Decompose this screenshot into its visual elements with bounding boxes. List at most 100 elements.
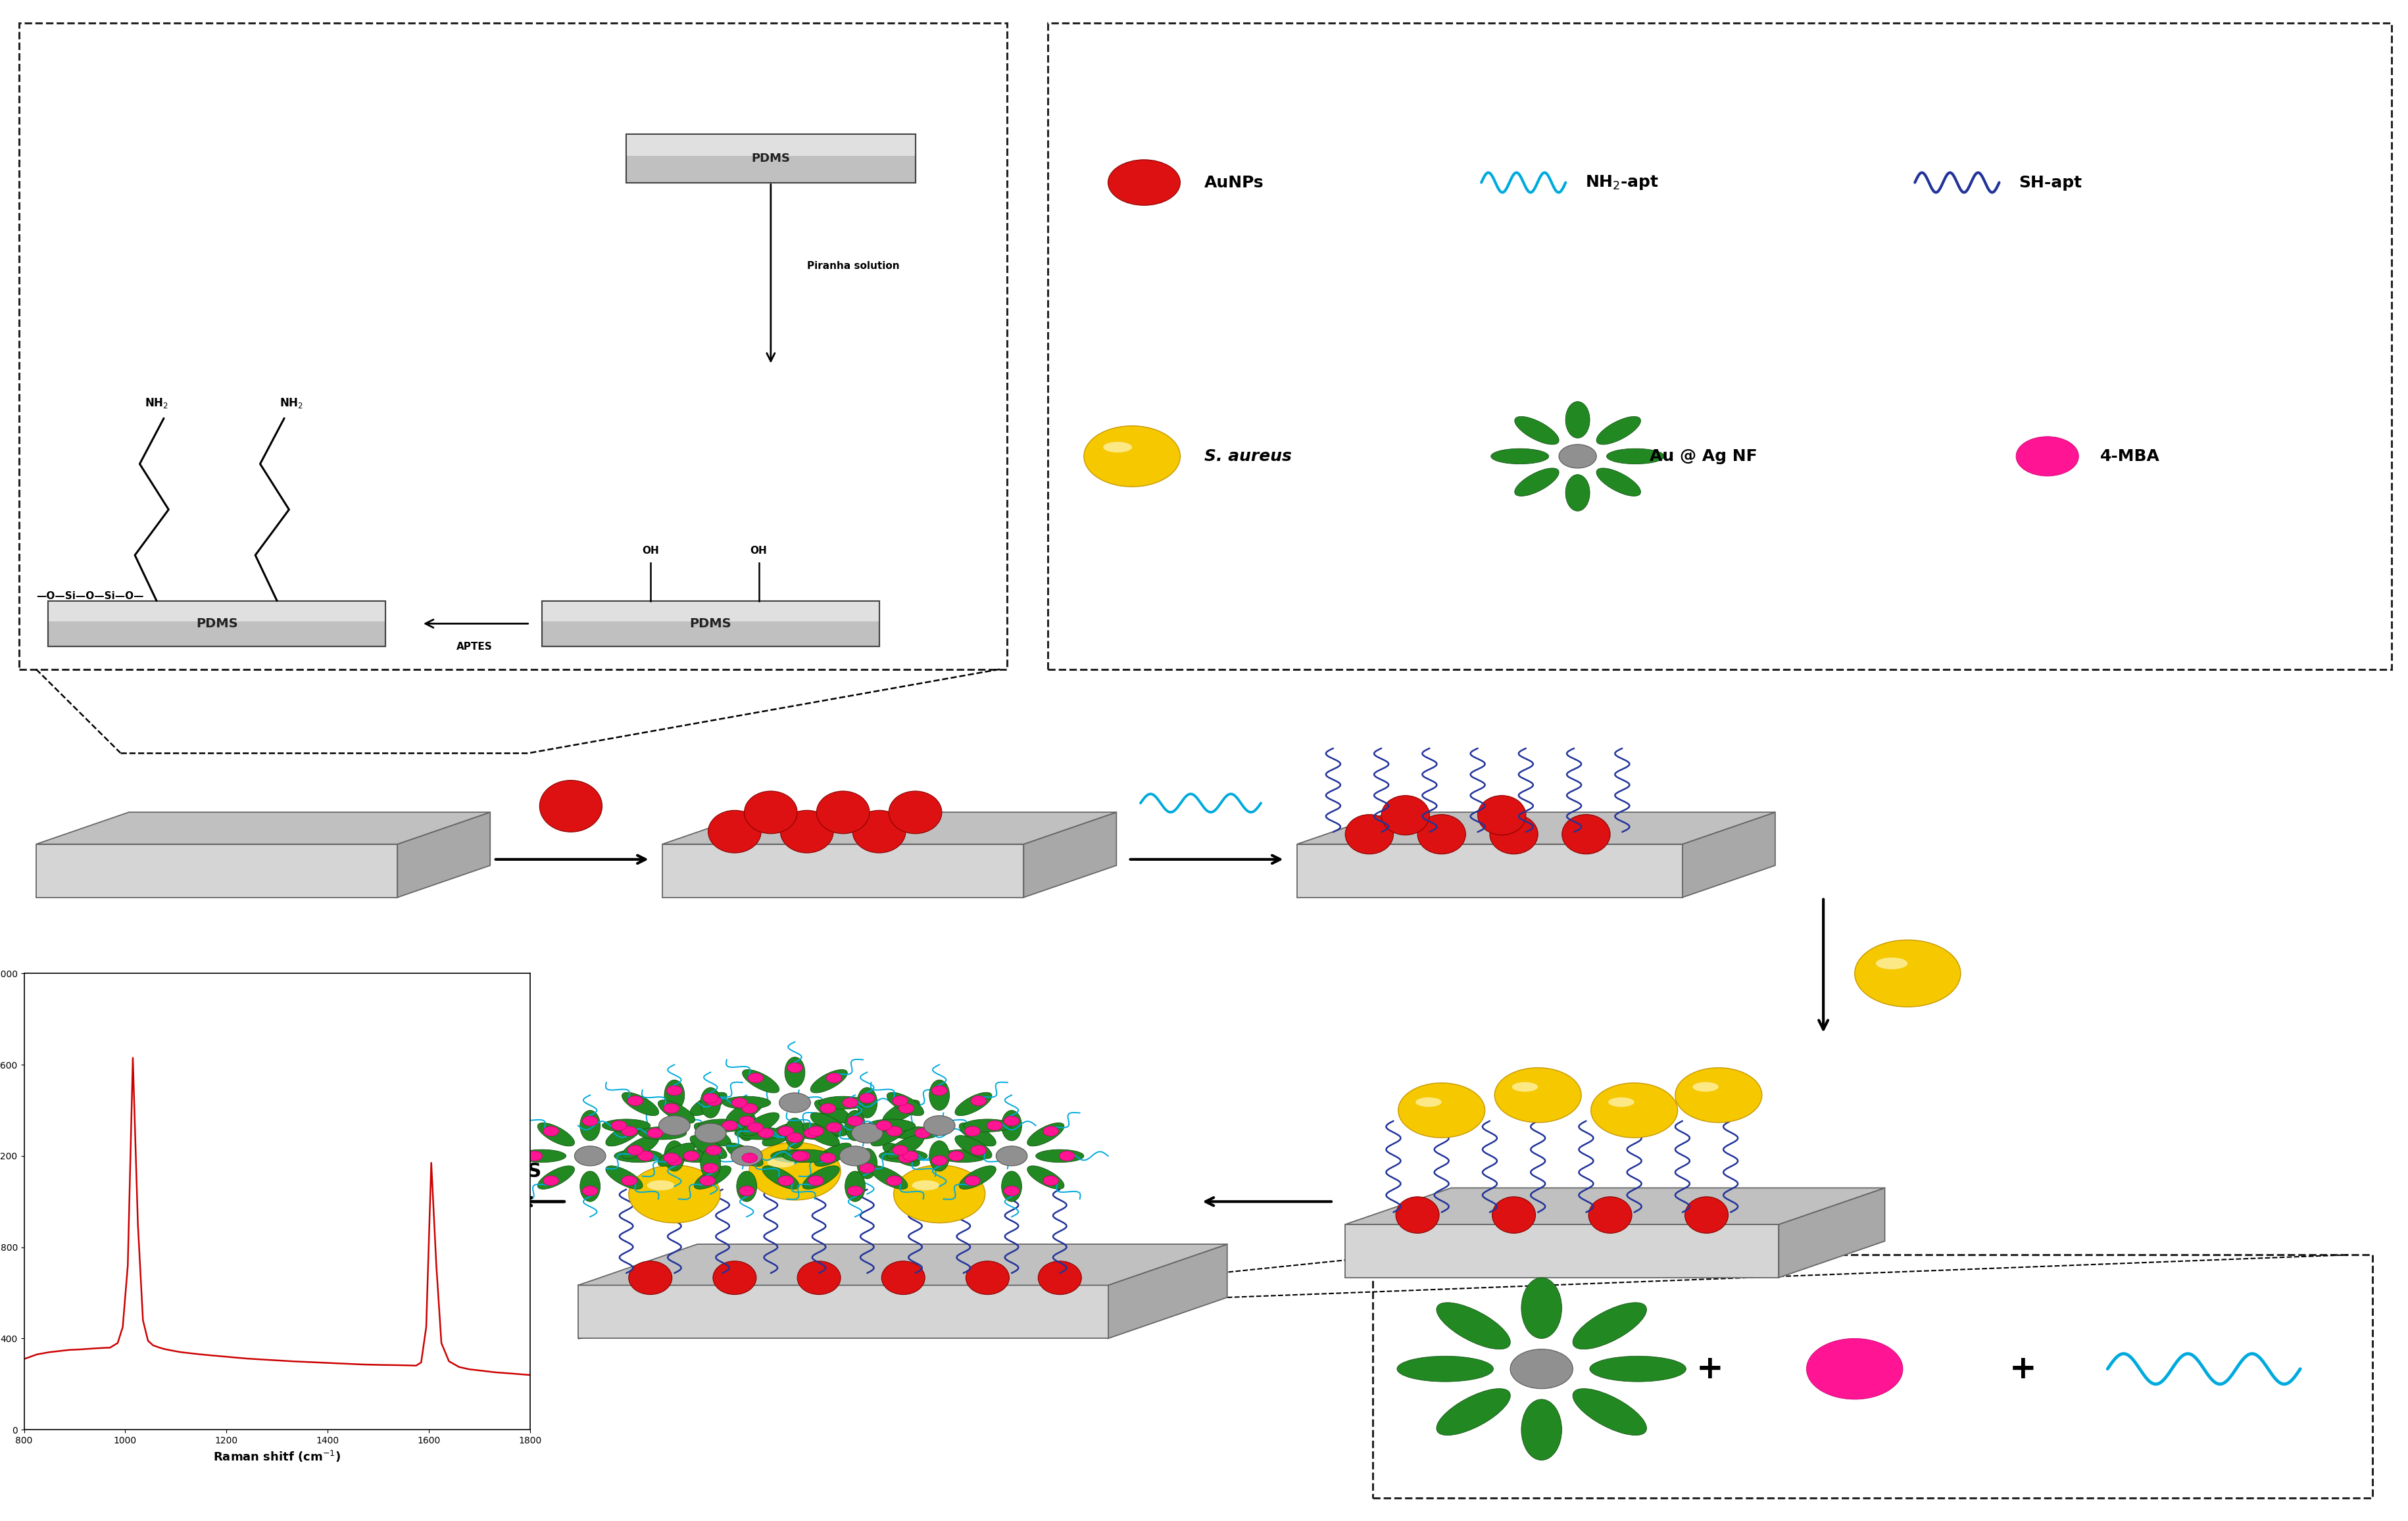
- Ellipse shape: [840, 1147, 872, 1165]
- Ellipse shape: [2015, 437, 2078, 476]
- Ellipse shape: [621, 1135, 660, 1159]
- Ellipse shape: [604, 1165, 643, 1189]
- Ellipse shape: [852, 1122, 884, 1144]
- Ellipse shape: [783, 1150, 831, 1162]
- Ellipse shape: [932, 1156, 946, 1165]
- Text: Piranha solution: Piranha solution: [807, 262, 898, 271]
- Text: NH$_2$-apt: NH$_2$-apt: [1584, 173, 1659, 192]
- Ellipse shape: [922, 1116, 954, 1135]
- Ellipse shape: [809, 1176, 824, 1185]
- Ellipse shape: [954, 1092, 992, 1116]
- Ellipse shape: [761, 1122, 799, 1147]
- Bar: [542, 601, 879, 646]
- Ellipse shape: [701, 1148, 720, 1179]
- Ellipse shape: [857, 1088, 877, 1118]
- Ellipse shape: [1394, 1197, 1438, 1234]
- Ellipse shape: [602, 1119, 650, 1132]
- Ellipse shape: [966, 1176, 980, 1185]
- Ellipse shape: [929, 1141, 949, 1171]
- Ellipse shape: [966, 1261, 1009, 1294]
- Ellipse shape: [1103, 443, 1132, 453]
- Ellipse shape: [628, 1261, 672, 1294]
- Ellipse shape: [795, 1151, 809, 1161]
- Ellipse shape: [706, 1097, 720, 1106]
- Ellipse shape: [749, 1122, 763, 1132]
- Ellipse shape: [1026, 1122, 1064, 1147]
- Text: +: +: [1695, 1354, 1724, 1384]
- Ellipse shape: [852, 811, 905, 853]
- Ellipse shape: [778, 1092, 809, 1113]
- Polygon shape: [1296, 844, 1681, 897]
- Ellipse shape: [1522, 1399, 1560, 1460]
- Bar: [626, 134, 915, 183]
- Ellipse shape: [1479, 795, 1527, 835]
- Ellipse shape: [778, 1127, 792, 1136]
- Ellipse shape: [891, 1127, 939, 1139]
- Ellipse shape: [1002, 1110, 1021, 1141]
- Ellipse shape: [898, 1104, 913, 1113]
- Ellipse shape: [1515, 417, 1558, 444]
- Ellipse shape: [903, 1151, 917, 1161]
- Ellipse shape: [780, 811, 833, 853]
- Polygon shape: [1777, 1188, 1885, 1278]
- Ellipse shape: [881, 1261, 925, 1294]
- Ellipse shape: [1002, 1171, 1021, 1202]
- Ellipse shape: [621, 1092, 660, 1116]
- Ellipse shape: [1565, 402, 1589, 438]
- Ellipse shape: [802, 1122, 840, 1147]
- Ellipse shape: [845, 1171, 864, 1202]
- Ellipse shape: [949, 1151, 963, 1161]
- Ellipse shape: [987, 1121, 1002, 1130]
- Polygon shape: [1344, 1188, 1885, 1224]
- Ellipse shape: [792, 1151, 807, 1161]
- Ellipse shape: [848, 1186, 862, 1196]
- Text: OH: OH: [749, 546, 768, 555]
- Text: NH$_2$: NH$_2$: [279, 397, 303, 409]
- Ellipse shape: [694, 1165, 732, 1189]
- Bar: [542, 601, 879, 646]
- Ellipse shape: [665, 1104, 679, 1113]
- Ellipse shape: [1565, 475, 1589, 511]
- Ellipse shape: [701, 1127, 715, 1136]
- Ellipse shape: [739, 1186, 754, 1196]
- Ellipse shape: [1597, 468, 1640, 496]
- Ellipse shape: [665, 1153, 679, 1162]
- Ellipse shape: [809, 1069, 848, 1094]
- Bar: [1047, 23, 2391, 669]
- Bar: [19, 23, 1007, 669]
- Ellipse shape: [1512, 1081, 1539, 1092]
- Ellipse shape: [958, 1122, 997, 1147]
- Ellipse shape: [795, 1127, 843, 1139]
- Ellipse shape: [814, 1142, 852, 1167]
- Ellipse shape: [732, 1098, 746, 1107]
- Ellipse shape: [857, 1148, 877, 1179]
- Ellipse shape: [898, 1153, 913, 1162]
- Ellipse shape: [877, 1121, 891, 1130]
- Ellipse shape: [1493, 1068, 1580, 1122]
- Ellipse shape: [580, 1110, 600, 1141]
- Ellipse shape: [860, 1164, 874, 1173]
- Ellipse shape: [797, 1261, 840, 1294]
- Ellipse shape: [1344, 815, 1392, 855]
- Ellipse shape: [628, 1145, 643, 1154]
- Ellipse shape: [819, 1097, 867, 1109]
- Ellipse shape: [657, 1100, 696, 1124]
- Ellipse shape: [576, 1147, 607, 1165]
- Ellipse shape: [1558, 444, 1597, 468]
- Ellipse shape: [722, 1121, 737, 1130]
- Ellipse shape: [628, 1165, 720, 1223]
- Ellipse shape: [1674, 1068, 1763, 1122]
- Polygon shape: [1344, 1224, 1777, 1278]
- Ellipse shape: [848, 1116, 862, 1126]
- Text: APTES: APTES: [458, 642, 491, 651]
- Ellipse shape: [970, 1145, 985, 1154]
- Ellipse shape: [1597, 417, 1640, 444]
- Text: 4-MBA: 4-MBA: [2100, 449, 2160, 464]
- Ellipse shape: [660, 1116, 691, 1135]
- Ellipse shape: [749, 1074, 763, 1083]
- Ellipse shape: [867, 1119, 915, 1132]
- Polygon shape: [397, 812, 491, 897]
- Ellipse shape: [893, 1165, 985, 1223]
- Ellipse shape: [821, 1104, 836, 1113]
- Ellipse shape: [638, 1151, 653, 1161]
